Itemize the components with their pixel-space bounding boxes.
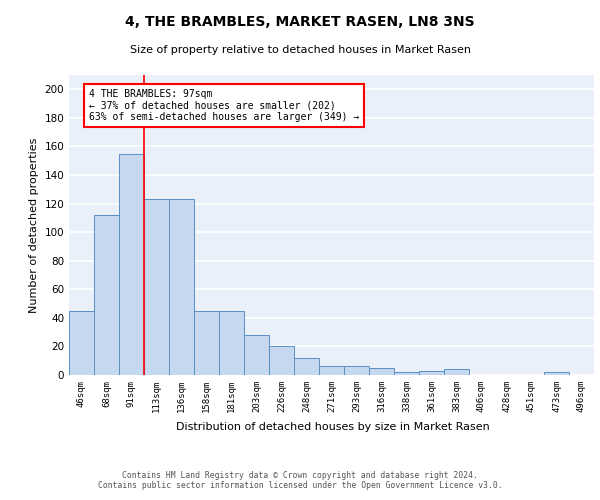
Bar [269,346,294,375]
Bar [194,310,219,375]
Bar [344,366,369,375]
Bar [444,370,469,375]
Text: 4 THE BRAMBLES: 97sqm
← 37% of detached houses are smaller (202)
63% of semi-det: 4 THE BRAMBLES: 97sqm ← 37% of detached … [89,90,359,122]
Bar [119,154,144,375]
Text: 4, THE BRAMBLES, MARKET RASEN, LN8 3NS: 4, THE BRAMBLES, MARKET RASEN, LN8 3NS [125,15,475,29]
Bar [369,368,394,375]
Bar [394,372,419,375]
Bar [169,200,194,375]
Bar [69,310,94,375]
Y-axis label: Number of detached properties: Number of detached properties [29,138,39,312]
Bar [219,310,244,375]
Bar [244,335,269,375]
Bar [144,200,169,375]
Text: Contains HM Land Registry data © Crown copyright and database right 2024.
Contai: Contains HM Land Registry data © Crown c… [98,470,502,490]
Bar [419,370,444,375]
Text: Size of property relative to detached houses in Market Rasen: Size of property relative to detached ho… [130,45,470,55]
Bar [319,366,344,375]
Bar [94,215,119,375]
Text: Distribution of detached houses by size in Market Rasen: Distribution of detached houses by size … [176,422,490,432]
Bar [544,372,569,375]
Bar [294,358,319,375]
